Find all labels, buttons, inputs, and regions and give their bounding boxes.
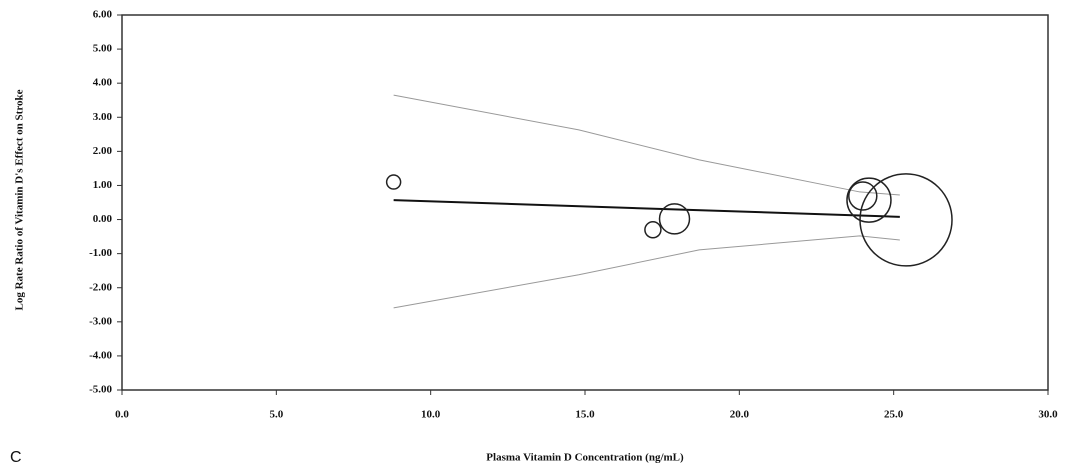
x-tick-label: 25.0 [884, 409, 904, 421]
regression-line [393, 199, 900, 218]
y-tick-label: -4.00 [89, 349, 112, 361]
x-tick-label: 30.0 [1038, 409, 1058, 421]
x-tick-label: 20.0 [730, 409, 750, 421]
bubble [658, 203, 691, 235]
y-tick-label: 4.00 [93, 77, 113, 89]
x-tick-label: 15.0 [575, 409, 595, 421]
y-tick-label: -1.00 [89, 247, 112, 259]
y-tick-label: -2.00 [89, 281, 112, 293]
bubble [644, 221, 662, 239]
x-tick-label: 5.0 [269, 409, 283, 421]
bubble [846, 177, 892, 223]
y-tick-label: 0.00 [93, 213, 113, 225]
y-tick-label: 5.00 [93, 43, 113, 55]
y-tick-label: 6.00 [93, 9, 113, 21]
bubble [859, 173, 953, 267]
y-tick-label: -3.00 [89, 315, 112, 327]
plot-frame [121, 14, 1049, 391]
y-tick-label: 2.00 [93, 145, 113, 157]
confidence-band-lower [393, 235, 900, 309]
bubble [385, 174, 402, 190]
x-tick-label: 0.0 [115, 409, 129, 421]
x-tick-label: 10.0 [421, 409, 441, 421]
x-axis-label: Plasma Vitamin D Concentration (ng/mL) [486, 452, 684, 464]
y-tick-label: 3.00 [93, 111, 113, 123]
panel-label: C [10, 449, 22, 466]
confidence-band-upper [393, 94, 900, 196]
y-tick-label: 1.00 [93, 179, 113, 191]
bubble [848, 181, 878, 211]
y-tick-label: -5.00 [89, 384, 112, 396]
y-axis-label: Log Rate Ratio of Vitamin D's Effect on … [14, 89, 26, 310]
